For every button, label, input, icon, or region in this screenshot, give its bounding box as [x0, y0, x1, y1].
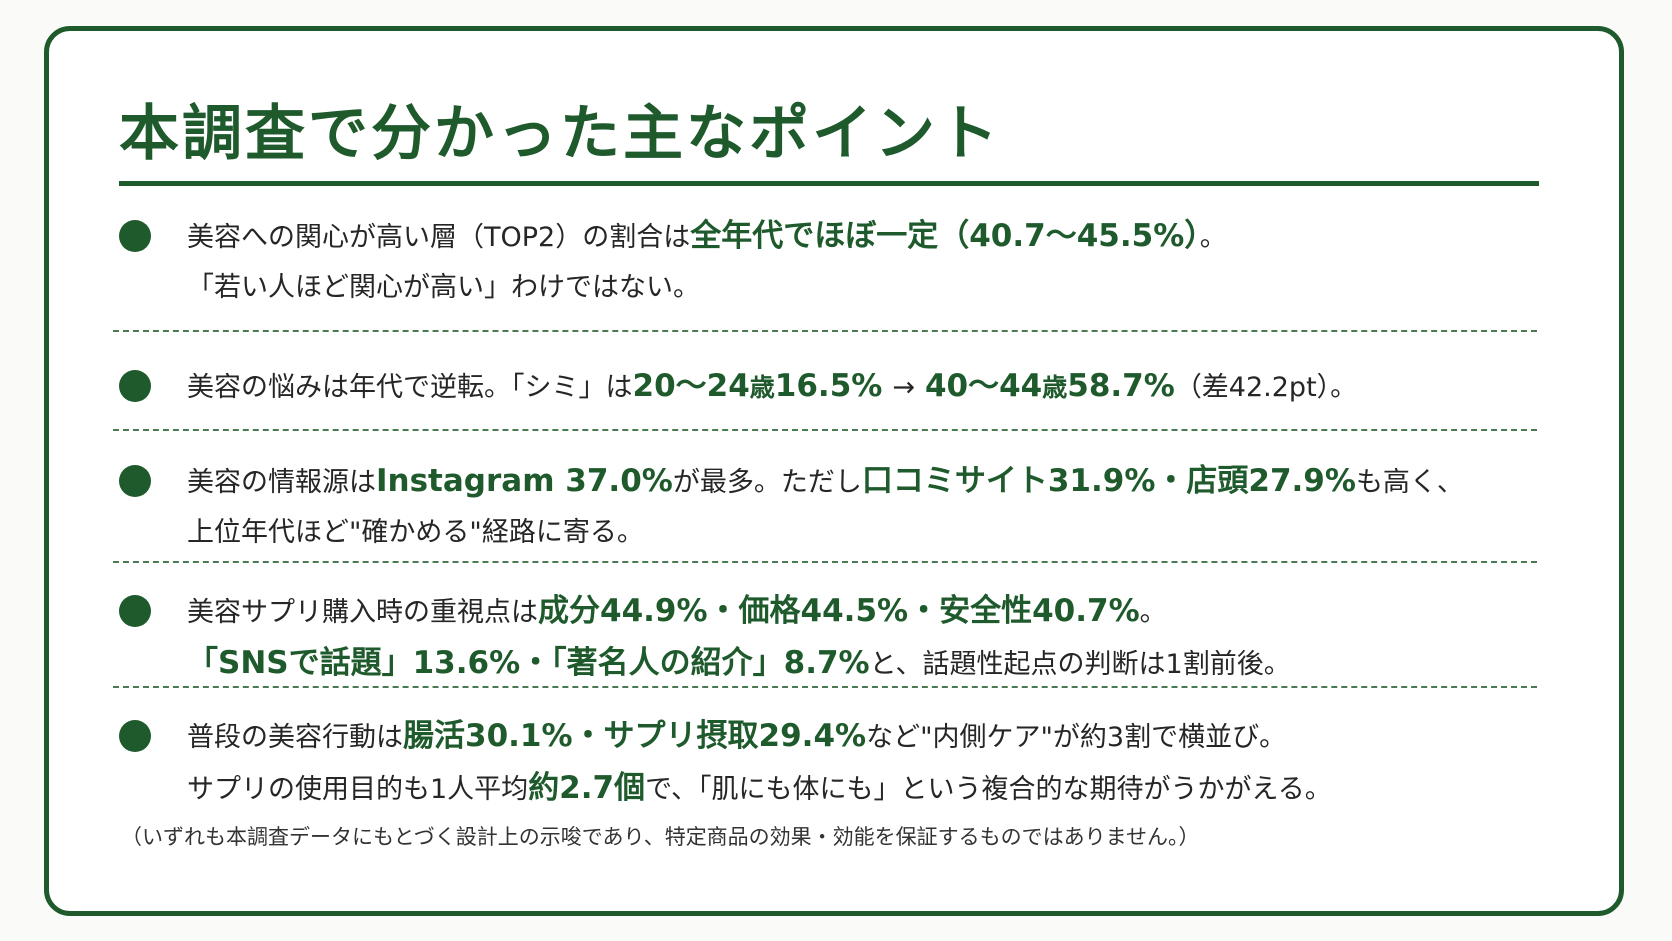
- dashed-divider: [113, 330, 1537, 332]
- arrow-icon: →: [892, 372, 915, 403]
- bullet-icon: [119, 720, 151, 752]
- point-line: 「SNSで話題」13.6%・「著名人の紹介」8.7%と、話題性起点の判断は1割前…: [187, 638, 1587, 690]
- point-highlight: 約2.7個: [528, 770, 646, 806]
- page-title: 本調査で分かった主なポイント: [119, 99, 1001, 169]
- summary-card: 本調査で分かった主なポイント 美容への関心が高い層（TOP2）の割合は全年代でほ…: [44, 26, 1624, 916]
- point-text: など"内側ケア"が約3割で横並び。: [866, 722, 1287, 753]
- point-text: 。: [1199, 222, 1227, 253]
- point-text: と、話題性起点の判断は1割前後。: [869, 649, 1291, 680]
- point-highlight-unit: 歳: [749, 373, 775, 402]
- dashed-divider: [113, 686, 1537, 688]
- point-highlight: 58.7%: [1067, 368, 1175, 404]
- point-highlight: 40〜44: [924, 368, 1043, 404]
- point-text: で、「肌にも体にも」という複合的な期待がうかがえる。: [645, 774, 1332, 805]
- point-line: 美容の悩みは年代で逆転。「シミ」は20〜24歳16.5% → 40〜44歳58.7%…: [187, 361, 1587, 413]
- point-line: 「若い人ほど関心が高い」わけではない。: [187, 272, 700, 303]
- point-text: 美容の悩みは年代で逆転。「シミ」は: [187, 372, 633, 403]
- point-text: （差42.2pt）。: [1174, 372, 1358, 403]
- point-line: 上位年代ほど"確かめる"経路に寄る。: [187, 517, 644, 548]
- point-line: サプリの使用目的も1人平均約2.7個で、「肌にも体にも」という複合的な期待がうか…: [187, 763, 1587, 815]
- dashed-divider: [113, 429, 1537, 431]
- point-text: 美容サプリ購入時の重視点は: [187, 597, 538, 628]
- point-highlight: 全年代でほぼ一定（40.7〜45.5%）: [690, 218, 1200, 254]
- bullet-icon: [119, 465, 151, 497]
- point-text: 。: [1139, 597, 1167, 628]
- point-highlight: 「SNSで話題」13.6%・「著名人の紹介」8.7%: [187, 645, 870, 681]
- point-highlight: Instagram 37.0%: [376, 463, 673, 499]
- point-highlight: 口コミサイト31.9%・店頭27.9%: [861, 463, 1356, 499]
- bullet-icon: [119, 370, 151, 402]
- point-highlight: 20〜24: [632, 368, 750, 404]
- bullet-icon: [119, 220, 151, 252]
- point-text: 美容への関心が高い層（TOP2）の割合は: [187, 222, 691, 253]
- point-text: が最多。ただし: [672, 467, 862, 498]
- point-highlight: 腸活30.1%・サプリ摂取29.4%: [403, 718, 867, 754]
- point-text: サプリの使用目的も1人平均: [187, 774, 529, 805]
- point-line: 普段の美容行動は腸活30.1%・サプリ摂取29.4%など"内側ケア"が約3割で横…: [187, 711, 1587, 763]
- dashed-divider: [113, 561, 1537, 563]
- point-highlight: 16.5%: [774, 368, 883, 404]
- point-text: も高く、: [1355, 467, 1464, 498]
- point-highlight: 成分44.9%・価格44.5%・安全性40.7%: [538, 593, 1140, 629]
- point-highlight-unit: 歳: [1042, 373, 1068, 402]
- bullet-icon: [119, 595, 151, 627]
- point-text: 普段の美容行動は: [187, 722, 403, 753]
- point-line: 美容の情報源はInstagram 37.0%が最多。ただし口コミサイト31.9%…: [187, 456, 1587, 508]
- point-line: 美容サプリ購入時の重視点は成分44.9%・価格44.5%・安全性40.7%。: [187, 586, 1587, 638]
- point-text: 美容の情報源は: [187, 467, 376, 498]
- title-underline: [119, 181, 1539, 186]
- point-line: 美容への関心が高い層（TOP2）の割合は全年代でほぼ一定（40.7〜45.5%）…: [187, 211, 1587, 263]
- disclaimer-note: （いずれも本調査データにもとづく設計上の示唆であり、特定商品の効果・効能を保証す…: [121, 825, 1200, 849]
